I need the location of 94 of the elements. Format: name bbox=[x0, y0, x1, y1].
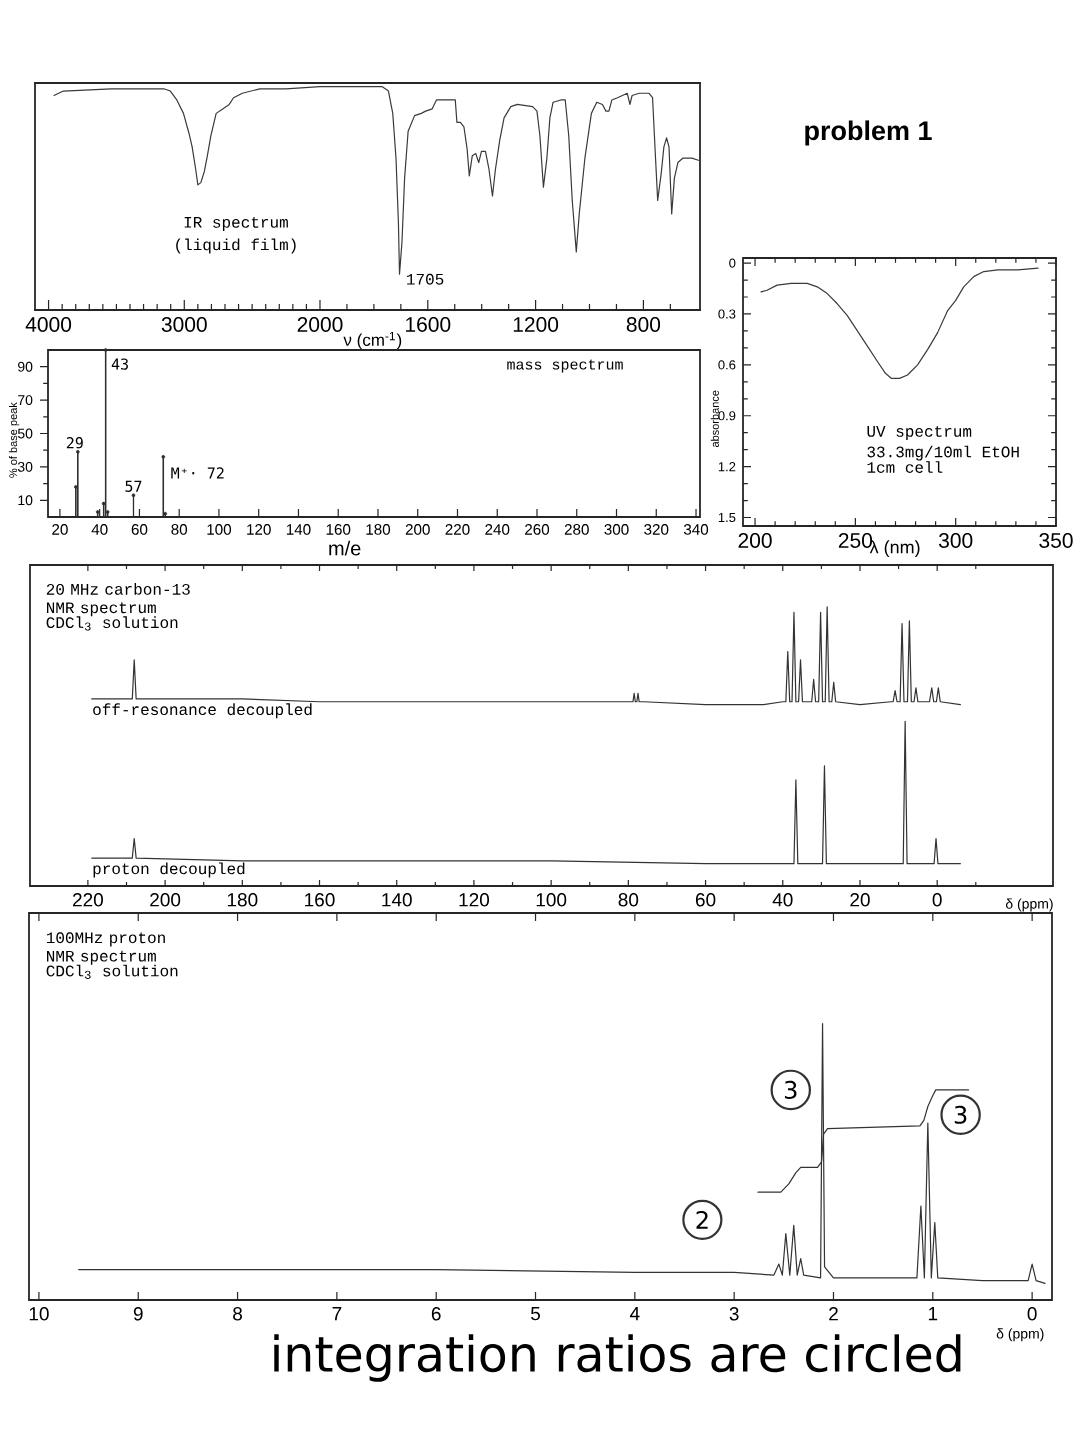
x-axis-title: δ (ppm) bbox=[1005, 898, 1053, 912]
x-tick-label: 160 bbox=[326, 524, 351, 535]
text: integration ratios are circled bbox=[274, 1334, 961, 1382]
x-tick-label: 3000 bbox=[161, 317, 207, 332]
x-tick-label: 300 bbox=[604, 524, 629, 535]
x-tick-label: 280 bbox=[564, 524, 589, 535]
x-tick-label: 100 bbox=[207, 524, 232, 535]
text: CDCl$_{3}$ solution bbox=[46, 616, 178, 631]
point bbox=[131, 493, 136, 498]
x-tick-label: 0 bbox=[932, 893, 942, 907]
x-tick-label: 6 bbox=[431, 1307, 441, 1321]
x-tick-label: 10 bbox=[29, 1307, 49, 1321]
text: problem 1 bbox=[805, 120, 932, 146]
annotation: 2 bbox=[696, 1210, 708, 1229]
point bbox=[76, 450, 80, 454]
x-axis-title: δ (ppm) bbox=[996, 1328, 1044, 1342]
x-tick-label: 350 bbox=[1039, 533, 1073, 548]
x-tick-label: 1200 bbox=[513, 317, 559, 332]
y-tick-label: 10 bbox=[18, 495, 33, 506]
text: IR spectrum bbox=[184, 216, 288, 231]
x-tick-label: 140 bbox=[286, 524, 311, 535]
x-tick-label: 80 bbox=[618, 893, 639, 907]
x-tick-label: 20 bbox=[52, 524, 68, 535]
annotation: 1cm cell bbox=[867, 461, 943, 473]
x-tick-label: 220 bbox=[445, 524, 470, 535]
x-axis-title: m/e bbox=[329, 540, 361, 556]
x-tick-label: 60 bbox=[695, 893, 716, 907]
y-tick-label: 50 bbox=[17, 428, 33, 439]
x-tick-label: 100 bbox=[536, 893, 567, 907]
x-tick-label: 4000 bbox=[25, 317, 72, 332]
y-axis-title: absorbance bbox=[710, 390, 719, 448]
chart-title: 20 MHz carbon-13 NMR spectrum bbox=[46, 583, 190, 617]
y-tick-label: 0.3 bbox=[718, 309, 736, 319]
annotation: 57 bbox=[125, 480, 142, 492]
x-tick-label: 180 bbox=[227, 893, 258, 907]
series-label: proton decoupled bbox=[93, 862, 245, 878]
x-tick-label: 2 bbox=[829, 1307, 838, 1321]
point bbox=[101, 501, 106, 506]
x-tick-label: 200 bbox=[150, 893, 181, 907]
y-tick-label: 1.5 bbox=[718, 512, 736, 523]
x-tick-label: 1 bbox=[928, 1307, 938, 1321]
y-tick-label: 0 bbox=[729, 258, 736, 268]
x-tick-label: 220 bbox=[72, 893, 103, 907]
y-tick-label: 0.9 bbox=[718, 411, 736, 421]
text: 33.3mg/10ml EtOH bbox=[867, 445, 1019, 461]
series-label: off-resonance decoupled bbox=[93, 703, 312, 719]
x-tick-label: 8 bbox=[233, 1307, 243, 1321]
point bbox=[103, 348, 108, 352]
x-tick-label: 250 bbox=[838, 533, 873, 548]
annotation: 29 bbox=[66, 437, 83, 449]
x-tick-label: 1600 bbox=[406, 317, 451, 332]
x-tick-label: 3 bbox=[729, 1307, 739, 1321]
x-tick-label: 7 bbox=[332, 1307, 342, 1321]
x-tick-label: 260 bbox=[525, 524, 550, 535]
x-tick-label: 60 bbox=[131, 524, 148, 535]
y-tick-label: 70 bbox=[18, 395, 33, 406]
x-tick-label: 0 bbox=[1027, 1307, 1037, 1321]
x-tick-label: 240 bbox=[485, 524, 510, 535]
y-tick-label: 0.6 bbox=[718, 360, 736, 370]
x-tick-label: 2000 bbox=[297, 317, 343, 332]
y-tick-label: 30 bbox=[17, 461, 33, 472]
text: (liquid film) bbox=[176, 238, 296, 254]
x-axis-title: ν (cm$^{-1}$) bbox=[343, 331, 402, 350]
x-tick-label: 4 bbox=[630, 1307, 640, 1321]
y-tick-label: 1.2 bbox=[718, 462, 736, 472]
x-tick-label: 320 bbox=[644, 524, 669, 535]
y-tick-label: 90 bbox=[18, 361, 33, 372]
x-tick-label: 20 bbox=[850, 893, 870, 907]
annotation: 1705 bbox=[407, 273, 444, 285]
x-tick-label: 200 bbox=[738, 533, 772, 548]
x-tick-label: 40 bbox=[772, 893, 793, 907]
annotation: 3 bbox=[954, 1105, 967, 1124]
annotation: 3 bbox=[784, 1080, 797, 1099]
text: UV spectrum bbox=[867, 426, 972, 440]
line-series bbox=[760, 267, 1039, 380]
x-tick-label: 800 bbox=[626, 317, 661, 332]
x-tick-label: 200 bbox=[405, 524, 430, 535]
point bbox=[74, 485, 78, 489]
annotation: M⁺· 72 bbox=[171, 467, 224, 479]
text: mass spectrum bbox=[507, 359, 623, 373]
x-tick-label: 9 bbox=[133, 1307, 143, 1321]
x-tick-label: 300 bbox=[938, 533, 973, 548]
annotation: 43 bbox=[111, 358, 128, 370]
x-tick-label: 180 bbox=[366, 524, 391, 535]
x-tick-label: 140 bbox=[382, 893, 412, 907]
x-tick-label: 40 bbox=[91, 524, 108, 535]
x-tick-label: 160 bbox=[305, 893, 335, 907]
chart-subtitle: CDCl$_{3}$ solution bbox=[46, 964, 178, 979]
x-tick-label: 80 bbox=[171, 524, 188, 535]
x-tick-label: 340 bbox=[683, 524, 709, 535]
x-tick-label: 120 bbox=[459, 893, 490, 907]
x-tick-label: 120 bbox=[247, 524, 271, 535]
x-tick-label: 5 bbox=[530, 1307, 541, 1321]
point bbox=[161, 455, 166, 459]
